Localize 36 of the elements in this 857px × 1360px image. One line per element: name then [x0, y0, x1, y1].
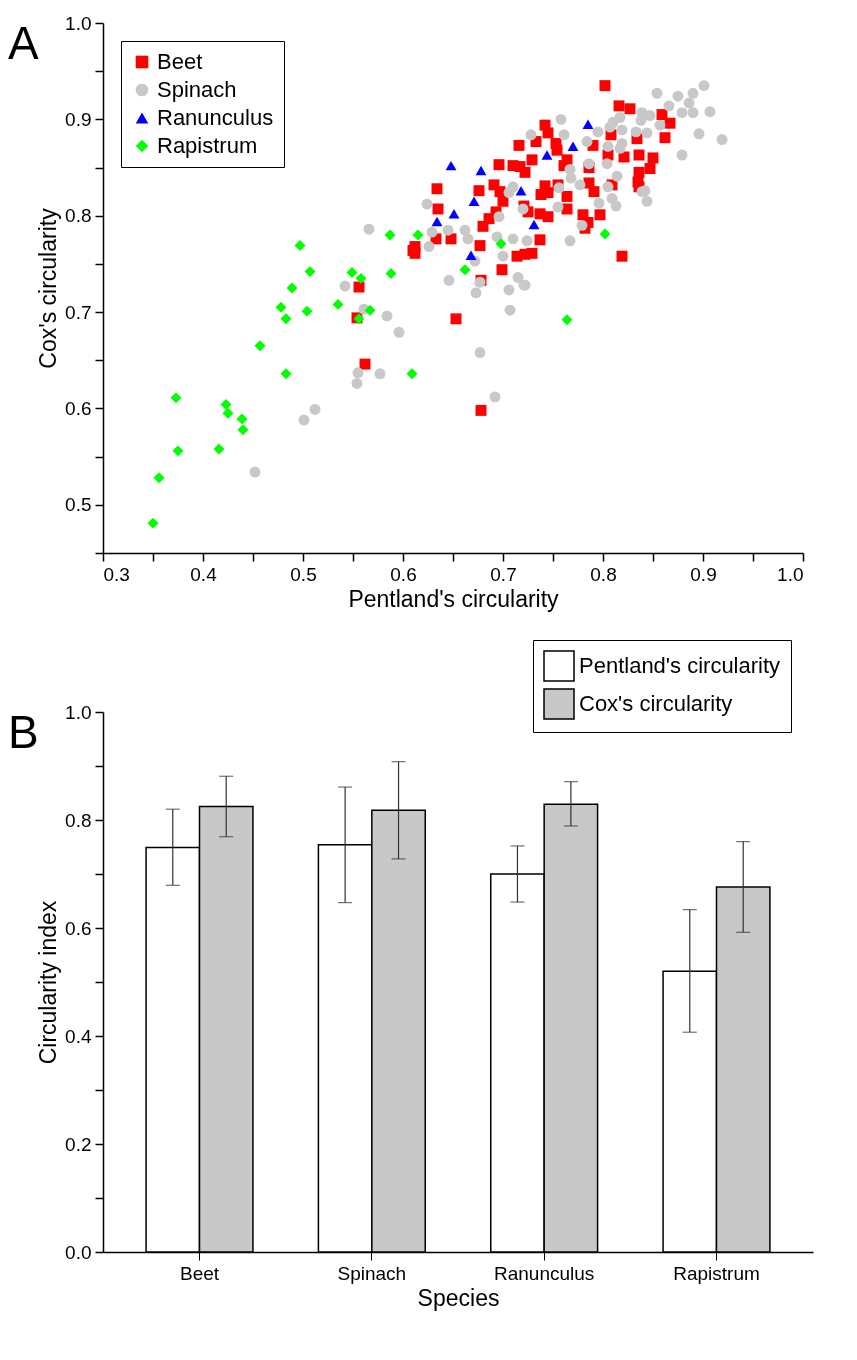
legend-label: Cox's circularity: [579, 691, 733, 716]
legend-label: Pentland's circularity: [579, 653, 781, 678]
y-tick-label: 0.6: [65, 917, 92, 939]
legend-label: Ranunculus: [157, 105, 274, 130]
x-tick-label: 0.4: [190, 563, 218, 585]
y-axis-title: Cox's circularity: [35, 207, 62, 369]
x-axis-title: Pentland's circularity: [348, 585, 560, 612]
text: A: [8, 17, 39, 69]
y-tick-label: 0.8: [65, 809, 92, 831]
x-tick-label: 0.8: [590, 563, 617, 585]
x-tick-label: 0.9: [690, 563, 717, 585]
x-axis-title: Species: [417, 1284, 500, 1311]
y-tick-label: 0.4: [65, 1025, 92, 1047]
x-tick-label: 0.7: [490, 563, 517, 585]
x-tick-label: Ranunculus: [493, 1262, 595, 1284]
legend-label: Rapistrum: [157, 133, 258, 158]
y-tick-label: 0.7: [65, 301, 92, 323]
y-tick-label: 0.6: [65, 397, 92, 419]
x-tick-label: 0.5: [290, 563, 317, 585]
x-tick-label: Rapistrum: [673, 1262, 760, 1284]
y-tick-label: 0.9: [65, 108, 92, 130]
x-tick-label: 0.3: [103, 563, 130, 585]
y-tick-label: 1.0: [65, 12, 92, 34]
x-tick-label: Beet: [179, 1262, 220, 1284]
y-tick-label: 0.5: [65, 494, 92, 516]
y-tick-label: 0.8: [65, 205, 92, 227]
y-tick-label: 0.0: [65, 1241, 92, 1263]
x-tick-label: 1.0: [777, 563, 804, 585]
x-tick-label: Spinach: [337, 1262, 407, 1284]
legend-label: Beet: [157, 49, 203, 74]
y-tick-label: 1.0: [65, 701, 92, 723]
text: B: [8, 706, 39, 758]
y-tick-label: 0.2: [65, 1133, 92, 1155]
x-tick-label: 0.6: [390, 563, 417, 585]
legend-label: Spinach: [157, 77, 237, 102]
y-axis-title: Circularity index: [35, 900, 62, 1065]
